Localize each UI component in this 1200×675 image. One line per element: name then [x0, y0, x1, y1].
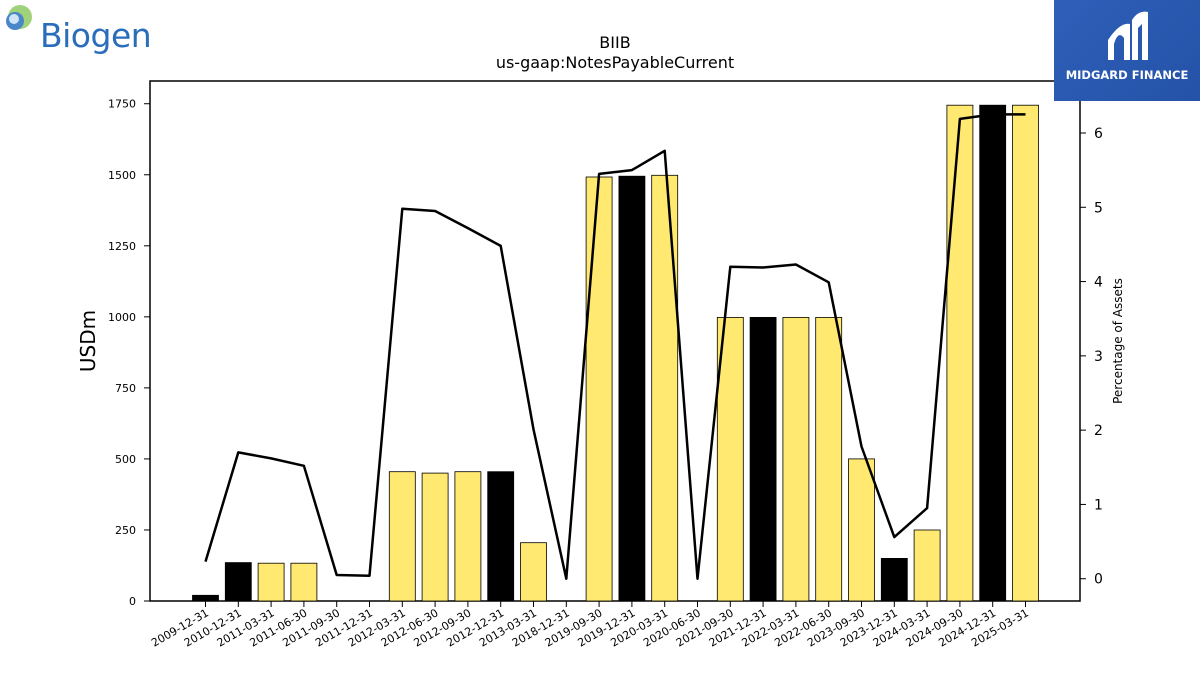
- y-tick-label: 0: [129, 595, 136, 608]
- y2-tick-label: 3: [1094, 349, 1103, 365]
- bar: [192, 594, 219, 602]
- left-axis: 0 250 500 750 1000 1250 1500 1750: [108, 98, 150, 608]
- bar: [651, 174, 679, 602]
- bar: [913, 529, 941, 602]
- bar: [290, 562, 318, 602]
- bar: [454, 471, 482, 602]
- bar: [946, 104, 974, 602]
- bar: [815, 316, 843, 602]
- chart-subtitle: us-gaap:NotesPayableCurrent: [496, 53, 734, 72]
- bar: [388, 471, 416, 602]
- bar: [585, 176, 613, 602]
- bar: [782, 316, 810, 602]
- biogen-logo-text: Biogen: [40, 16, 152, 55]
- bar: [1012, 104, 1039, 602]
- midgard-logo-text: MIDGARD FINANCE: [1065, 68, 1189, 82]
- bar: [421, 472, 449, 602]
- y2-tick-label: 0: [1094, 572, 1103, 588]
- y2-axis-label: Percentage of Assets: [1111, 278, 1125, 404]
- right-axis: 0 1 2 3 4 5 6: [1080, 126, 1103, 588]
- series-line: [204, 113, 1026, 580]
- y2-tick-label: 6: [1094, 126, 1103, 142]
- bar: [618, 175, 646, 602]
- plot-frame: [149, 80, 1081, 602]
- y2-tick-label: 1: [1094, 497, 1103, 513]
- y-tick-label: 1500: [108, 169, 136, 182]
- bar: [520, 542, 547, 602]
- bar: [257, 562, 285, 602]
- midgard-emblem-icon: [1108, 11, 1148, 60]
- y-tick-label: 1750: [108, 98, 136, 111]
- y2-tick-label: 4: [1094, 275, 1103, 291]
- chart-title: BIIB: [599, 33, 630, 52]
- y-tick-label: 750: [115, 382, 136, 395]
- y-tick-label: 1250: [108, 240, 136, 253]
- biogen-globe-icon: [6, 5, 32, 30]
- bar: [979, 104, 1007, 602]
- y2-tick-label: 2: [1094, 423, 1103, 439]
- y-tick-label: 250: [115, 524, 136, 537]
- bar: [487, 471, 515, 602]
- bar: [848, 458, 875, 602]
- x-axis: 2009-12-312010-12-312011-03-312011-06-30…: [149, 601, 1031, 650]
- bar-group: [192, 104, 1039, 602]
- biogen-logo: Biogen: [4, 4, 154, 56]
- bar: [224, 562, 252, 602]
- bar: [749, 316, 777, 602]
- y-tick-label: 1000: [108, 311, 136, 324]
- y-tick-label: 500: [115, 453, 136, 466]
- bar: [880, 558, 908, 602]
- line-group: [204, 113, 1026, 580]
- midgard-finance-logo: MIDGARD FINANCE: [1054, 0, 1200, 101]
- y-axis-label: USDm: [76, 310, 100, 372]
- y2-tick-label: 5: [1094, 200, 1103, 216]
